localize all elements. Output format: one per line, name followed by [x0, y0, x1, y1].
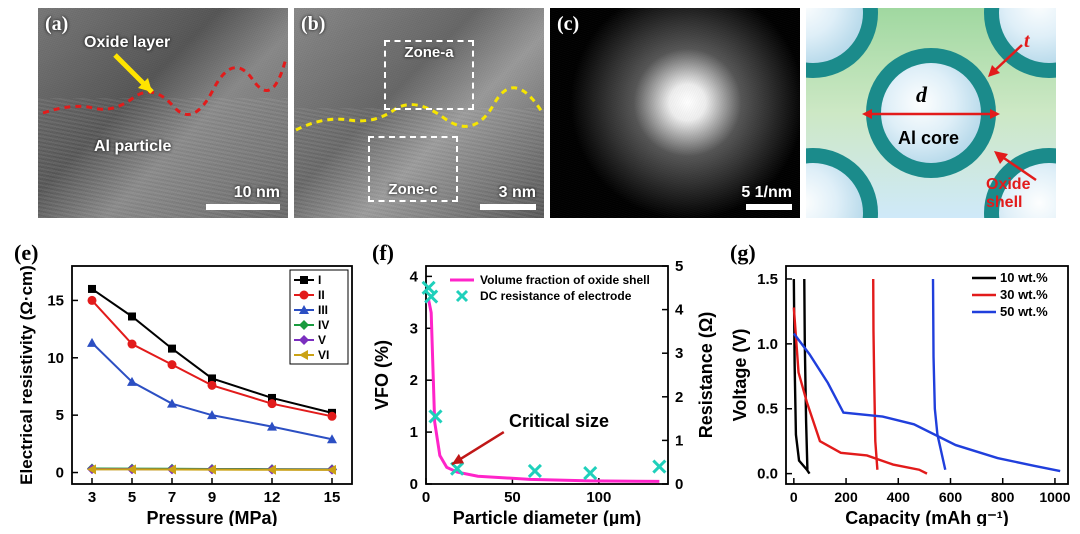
svg-text:10 wt.%: 10 wt.% — [1000, 270, 1048, 285]
svg-text:3: 3 — [410, 320, 418, 337]
sphere-bl — [806, 148, 878, 218]
svg-text:0: 0 — [422, 489, 430, 506]
svg-text:0: 0 — [790, 489, 798, 505]
svg-text:7: 7 — [168, 489, 176, 506]
svg-text:50: 50 — [504, 489, 521, 506]
chart-f-svg: 0 50 100 0 1 2 3 4 0 1 2 3 4 5 Particle diameter (µm) V… — [370, 252, 720, 526]
panel-c-fft: (c) 5 1/nm — [550, 8, 800, 218]
svg-text:5: 5 — [56, 407, 64, 424]
svg-text:3: 3 — [675, 345, 683, 362]
chart-f-wrap: (f) 05010001234012345Particle diameter (… — [370, 252, 720, 526]
panel-a-al-label: Al particle — [94, 138, 171, 156]
panel-a-scalebar: 10 nm — [206, 184, 280, 210]
svg-text:200: 200 — [834, 489, 858, 505]
panel-a-tag: (a) — [45, 13, 68, 36]
svg-text:Resistance (Ω): Resistance (Ω) — [696, 312, 716, 438]
svg-text:VFO (%): VFO (%) — [372, 340, 392, 410]
svg-text:15: 15 — [324, 489, 341, 506]
chart-e-wrap: (e) 35791215051015Pressure (MPa)Electric… — [12, 252, 362, 526]
svg-text:Pressure (MPa): Pressure (MPa) — [146, 508, 277, 526]
panel-c-scalebar: 5 1/nm — [741, 184, 792, 210]
svg-text:0.0: 0.0 — [757, 466, 778, 483]
svg-text:2: 2 — [675, 389, 683, 406]
svg-text:5: 5 — [128, 489, 136, 506]
d-label: d — [916, 82, 927, 108]
svg-text:0: 0 — [56, 465, 64, 482]
oxide-shell-label: Oxide shell — [986, 176, 1056, 212]
svg-text:1.0: 1.0 — [757, 336, 778, 353]
svg-text:30 wt.%: 30 wt.% — [1000, 287, 1048, 302]
panel-b-scalebar: 3 nm — [480, 184, 536, 210]
svg-text:1: 1 — [410, 424, 418, 441]
panel-a-scalebar-line — [206, 204, 280, 210]
svg-text:9: 9 — [208, 489, 216, 506]
svg-text:50 wt.%: 50 wt.% — [1000, 304, 1048, 319]
panel-c-scalebar-text: 5 1/nm — [741, 184, 792, 202]
chart-e-svg: 3 5 7 9 12 15 0 5 10 15 Pressure (MPa) Electrical r… — [12, 252, 362, 526]
svg-text:12: 12 — [264, 489, 281, 506]
panel-b-tag: (b) — [301, 13, 325, 36]
svg-text:Electrical resistivity (Ω·cm): Electrical resistivity (Ω·cm) — [17, 265, 36, 485]
svg-text:VI: VI — [318, 348, 329, 362]
panel-b-zone-a: Zone-a — [384, 40, 474, 110]
svg-text:I: I — [318, 273, 321, 287]
panel-b-scalebar-text: 3 nm — [480, 184, 536, 202]
svg-text:II: II — [318, 288, 325, 302]
svg-text:10: 10 — [47, 350, 64, 367]
center-sphere — [866, 48, 996, 178]
chart-g-svg: 0 200 400 600 800 1000 0.0 0.5 1.0 1.5 Capacity (m… — [728, 252, 1078, 526]
panel-b-zone-c-label: Zone-c — [388, 181, 437, 198]
panel-c-tag: (c) — [557, 13, 579, 36]
panel-b-zone-c: Zone-c — [368, 136, 458, 202]
svg-text:IV: IV — [318, 318, 329, 332]
panel-b-tem: (b) Zone-a Zone-c 3 nm — [294, 8, 544, 218]
svg-text:3: 3 — [88, 489, 96, 506]
svg-text:III: III — [318, 303, 328, 317]
panel-b-zone-a-label: Zone-a — [404, 44, 453, 61]
al-core-label: Al core — [898, 128, 959, 149]
svg-text:2: 2 — [410, 372, 418, 389]
svg-text:Capacity (mAh g⁻¹): Capacity (mAh g⁻¹) — [845, 508, 1009, 526]
svg-text:600: 600 — [939, 489, 963, 505]
panel-b-scalebar-line — [480, 204, 536, 210]
svg-text:15: 15 — [47, 292, 64, 309]
panel-a-oxide-label: Oxide layer — [84, 34, 170, 52]
svg-text:1: 1 — [675, 432, 683, 449]
panel-a-tem: (a) Oxide layer Al particle 10 nm — [38, 8, 288, 218]
svg-text:4: 4 — [675, 302, 684, 319]
chart-g-wrap: (g) 020040060080010000.00.51.01.5Capacit… — [728, 252, 1078, 526]
panel-d-schematic: (d) d Al core t — [806, 8, 1056, 218]
svg-text:Volume fraction of oxide shell: Volume fraction of oxide shell — [480, 273, 650, 287]
svg-text:0: 0 — [675, 476, 683, 493]
svg-text:800: 800 — [991, 489, 1015, 505]
sphere-tl — [806, 8, 878, 78]
svg-text:Particle diameter (µm): Particle diameter (µm) — [453, 508, 641, 526]
svg-text:400: 400 — [887, 489, 911, 505]
svg-text:1.5: 1.5 — [757, 271, 778, 288]
svg-text:0: 0 — [410, 476, 418, 493]
svg-text:0.5: 0.5 — [757, 401, 778, 418]
svg-text:5: 5 — [675, 258, 683, 275]
panel-c-scalebar-line — [746, 204, 792, 210]
panel-a-scalebar-text: 10 nm — [206, 184, 280, 202]
svg-text:1000: 1000 — [1039, 489, 1070, 505]
svg-text:Voltage (V): Voltage (V) — [730, 329, 750, 422]
t-label: t — [1024, 30, 1030, 53]
svg-text:Critical size: Critical size — [509, 411, 609, 431]
svg-text:DC resistance of electrode: DC resistance of electrode — [480, 289, 632, 303]
svg-text:100: 100 — [586, 489, 611, 506]
svg-text:4: 4 — [410, 268, 419, 285]
svg-text:V: V — [318, 333, 326, 347]
sphere-tr — [984, 8, 1056, 78]
